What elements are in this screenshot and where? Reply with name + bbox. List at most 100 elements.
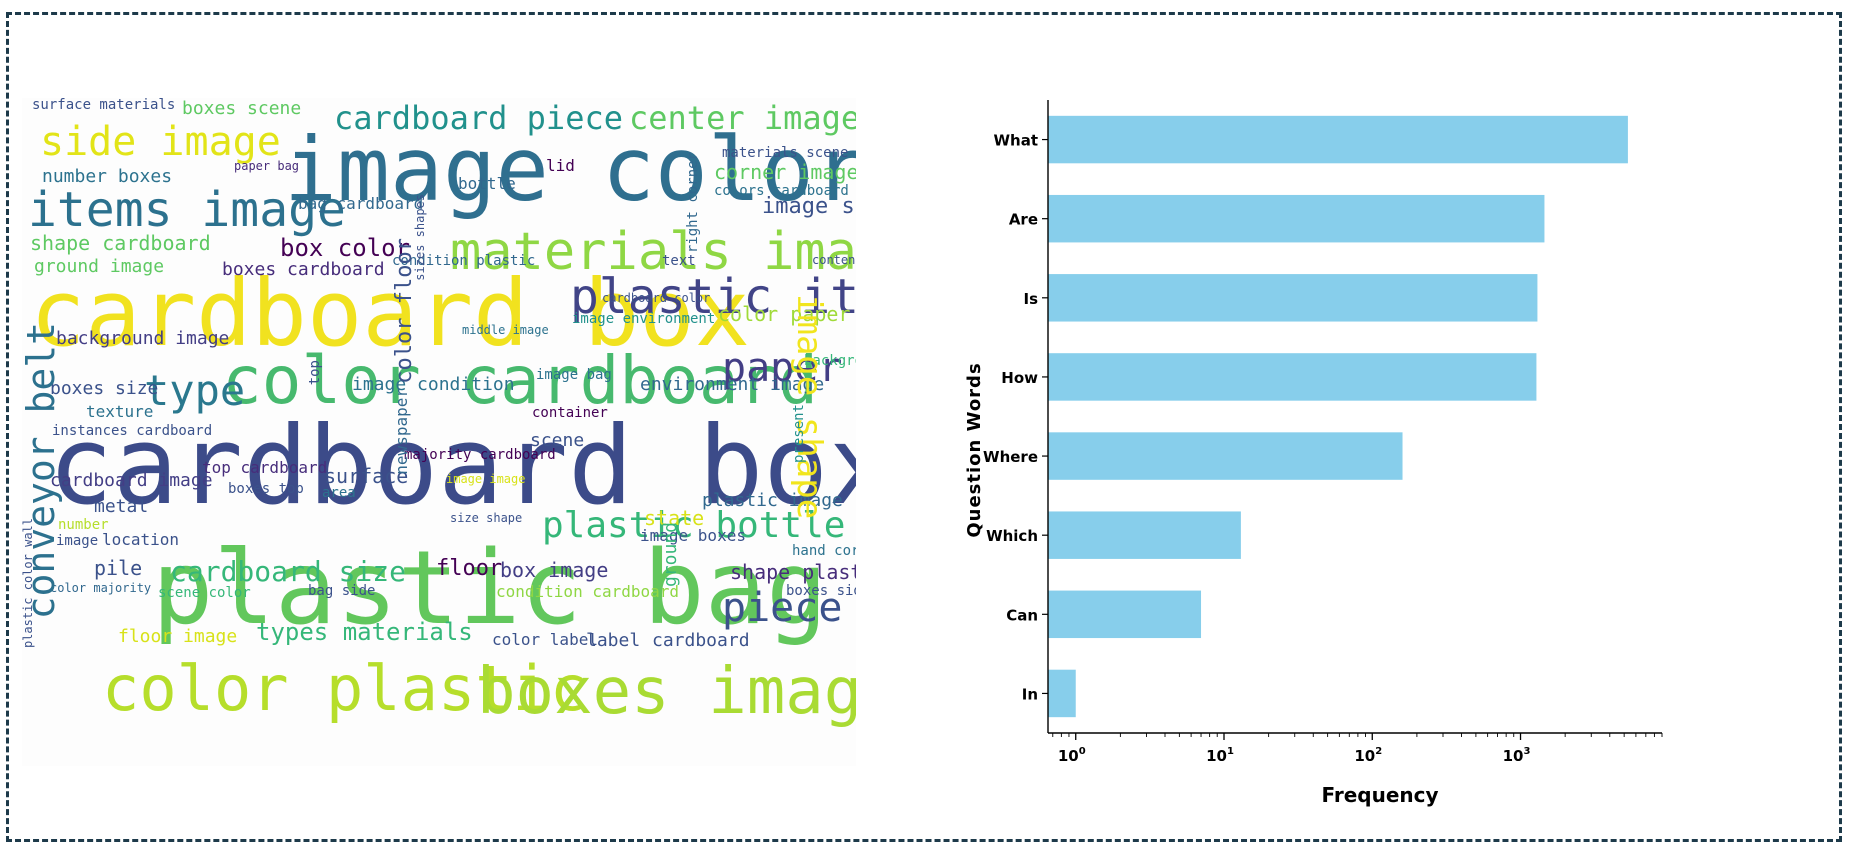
bar-are bbox=[1048, 194, 1545, 243]
cloud-word: paper bbox=[722, 345, 843, 391]
cloud-word: boxes image bbox=[477, 655, 856, 729]
cloud-word: plastic image bbox=[702, 490, 843, 511]
cloud-word: hand corner bbox=[792, 543, 856, 559]
cloud-word: content bbox=[812, 253, 856, 267]
y-tick-label: In bbox=[1022, 685, 1038, 703]
cloud-word: condition plastic bbox=[392, 253, 536, 269]
cloud-word: boxes scene bbox=[182, 98, 302, 119]
cloud-word: surface materials bbox=[32, 98, 176, 113]
cloud-word: box color bbox=[280, 234, 411, 262]
cloud-word: background bbox=[804, 353, 856, 369]
cloud-word: pile bbox=[94, 556, 143, 580]
cloud-word: background image bbox=[56, 328, 230, 349]
cloud-word: boxes top bbox=[228, 481, 304, 497]
x-tick-label: 101 bbox=[1206, 746, 1234, 765]
question-words-bar-chart: What Are Is How Where Which Can In 100 101 102 103… bbox=[964, 100, 1663, 807]
figure-frame bbox=[6, 12, 1842, 842]
cloud-word: colors cardboard bbox=[714, 183, 849, 199]
bar-can bbox=[1048, 590, 1202, 639]
cloud-word: surface bbox=[324, 464, 409, 488]
x-tick-label: 102 bbox=[1354, 746, 1382, 765]
cloud-word: color majority bbox=[50, 581, 152, 595]
cloud-word: image color bbox=[284, 118, 856, 221]
cloud-word: image bag bbox=[536, 367, 612, 383]
cloud-word: state bbox=[644, 506, 705, 530]
cloud-word: color plastic bbox=[102, 652, 588, 725]
y-tick-labels: What Are Is How Where Which Can In bbox=[983, 132, 1048, 703]
cloud-word: label bbox=[586, 630, 641, 651]
cloud-word: shape plastic bbox=[730, 560, 856, 584]
x-tick-label: 100 bbox=[1058, 746, 1086, 765]
cloud-word: ground bbox=[660, 522, 681, 588]
cloud-word: cardboard bbox=[652, 630, 750, 651]
bar-in bbox=[1048, 669, 1076, 718]
x-axis-label: Frequency bbox=[1321, 783, 1438, 807]
cloud-word: shape cardboard bbox=[30, 231, 211, 255]
cloud-word: image environment bbox=[572, 311, 716, 327]
cloud-word: ground image bbox=[34, 256, 165, 277]
cloud-word: image boxes bbox=[640, 526, 746, 545]
x-tick-label: 103 bbox=[1503, 746, 1531, 765]
cloud-word: center image bbox=[629, 99, 856, 137]
cloud-word: cardboard piece bbox=[334, 99, 623, 137]
cloud-word: top bbox=[307, 360, 323, 386]
cloud-word: environment image bbox=[640, 374, 825, 395]
cloud-word: cardboard color bbox=[602, 291, 711, 305]
bar-where bbox=[1048, 432, 1403, 480]
cloud-word: present bbox=[791, 404, 807, 464]
cloud-word: text bbox=[662, 253, 696, 269]
cloud-word: scene color bbox=[158, 585, 251, 601]
y-tick-label: Can bbox=[1006, 606, 1038, 624]
cloud-word: side image bbox=[40, 119, 281, 165]
cloud-word: image size bbox=[762, 194, 856, 219]
cloud-word: plastic items bbox=[570, 269, 856, 325]
cloud-word: color label bbox=[492, 630, 598, 649]
cloud-word: boxes side bbox=[786, 583, 856, 599]
cloud-word: plastic color wall bbox=[22, 518, 35, 649]
cloud-word: instances cardboard bbox=[52, 423, 213, 439]
y-tick-label: How bbox=[1001, 369, 1038, 387]
cloud-word: types materials bbox=[256, 618, 473, 646]
cloud-word: lid bbox=[546, 156, 575, 175]
cloud-word: floor image bbox=[118, 626, 238, 647]
cloud-word: cardboard size bbox=[170, 555, 407, 588]
cloud-word: texture bbox=[86, 402, 154, 421]
cloud-word: materials image bbox=[450, 222, 856, 282]
cloud-word: boxes cardboard bbox=[222, 259, 385, 280]
bar-which bbox=[1048, 511, 1241, 559]
cloud-word: color paper bbox=[718, 302, 851, 326]
bar-what bbox=[1048, 115, 1628, 164]
cloud-word: plastic bottle bbox=[542, 505, 846, 546]
cloud-word: area bbox=[322, 485, 356, 501]
cloud-word: majority cardboard bbox=[404, 447, 556, 463]
cloud-word: number boxes bbox=[42, 166, 173, 187]
cloud-word: top cardboard bbox=[202, 458, 328, 477]
cloud-word: bag cardboard bbox=[298, 194, 424, 213]
y-tick-label: What bbox=[993, 132, 1038, 150]
x-ticks: 100 101 102 103 bbox=[1052, 733, 1663, 765]
cloud-word: bag side bbox=[308, 583, 376, 599]
cloud-word: scene bbox=[530, 430, 585, 451]
cloud-word: sizes shapes bbox=[413, 194, 427, 281]
cloud-word: box image bbox=[500, 558, 609, 582]
bar-how bbox=[1048, 353, 1537, 401]
cloud-word: boxes size bbox=[50, 378, 159, 399]
cloud-word: materials scene bbox=[722, 145, 849, 161]
cloud-word: size shape bbox=[450, 511, 523, 525]
cloud-word: image image bbox=[446, 472, 526, 486]
cloud-word: cardboard image bbox=[50, 470, 213, 491]
cloud-word: right corner bbox=[685, 152, 701, 254]
cloud-word: newspaper bbox=[392, 388, 411, 475]
cloud-word: items image bbox=[28, 182, 346, 238]
y-axis-label: Question Words bbox=[964, 362, 985, 537]
bars-group bbox=[1048, 115, 1628, 718]
cloud-word: image shape bbox=[789, 294, 829, 520]
cloud-word: cardboard box bbox=[30, 260, 751, 367]
bar-is bbox=[1048, 274, 1538, 322]
cloud-word: plastic bag bbox=[152, 529, 828, 648]
y-tick-label: Is bbox=[1023, 290, 1038, 308]
cloud-word: image bbox=[56, 533, 99, 549]
cloud-word: container bbox=[532, 405, 608, 421]
cloud-word: bottle bbox=[458, 174, 516, 193]
cloud-word: condition cardboard bbox=[496, 582, 680, 601]
